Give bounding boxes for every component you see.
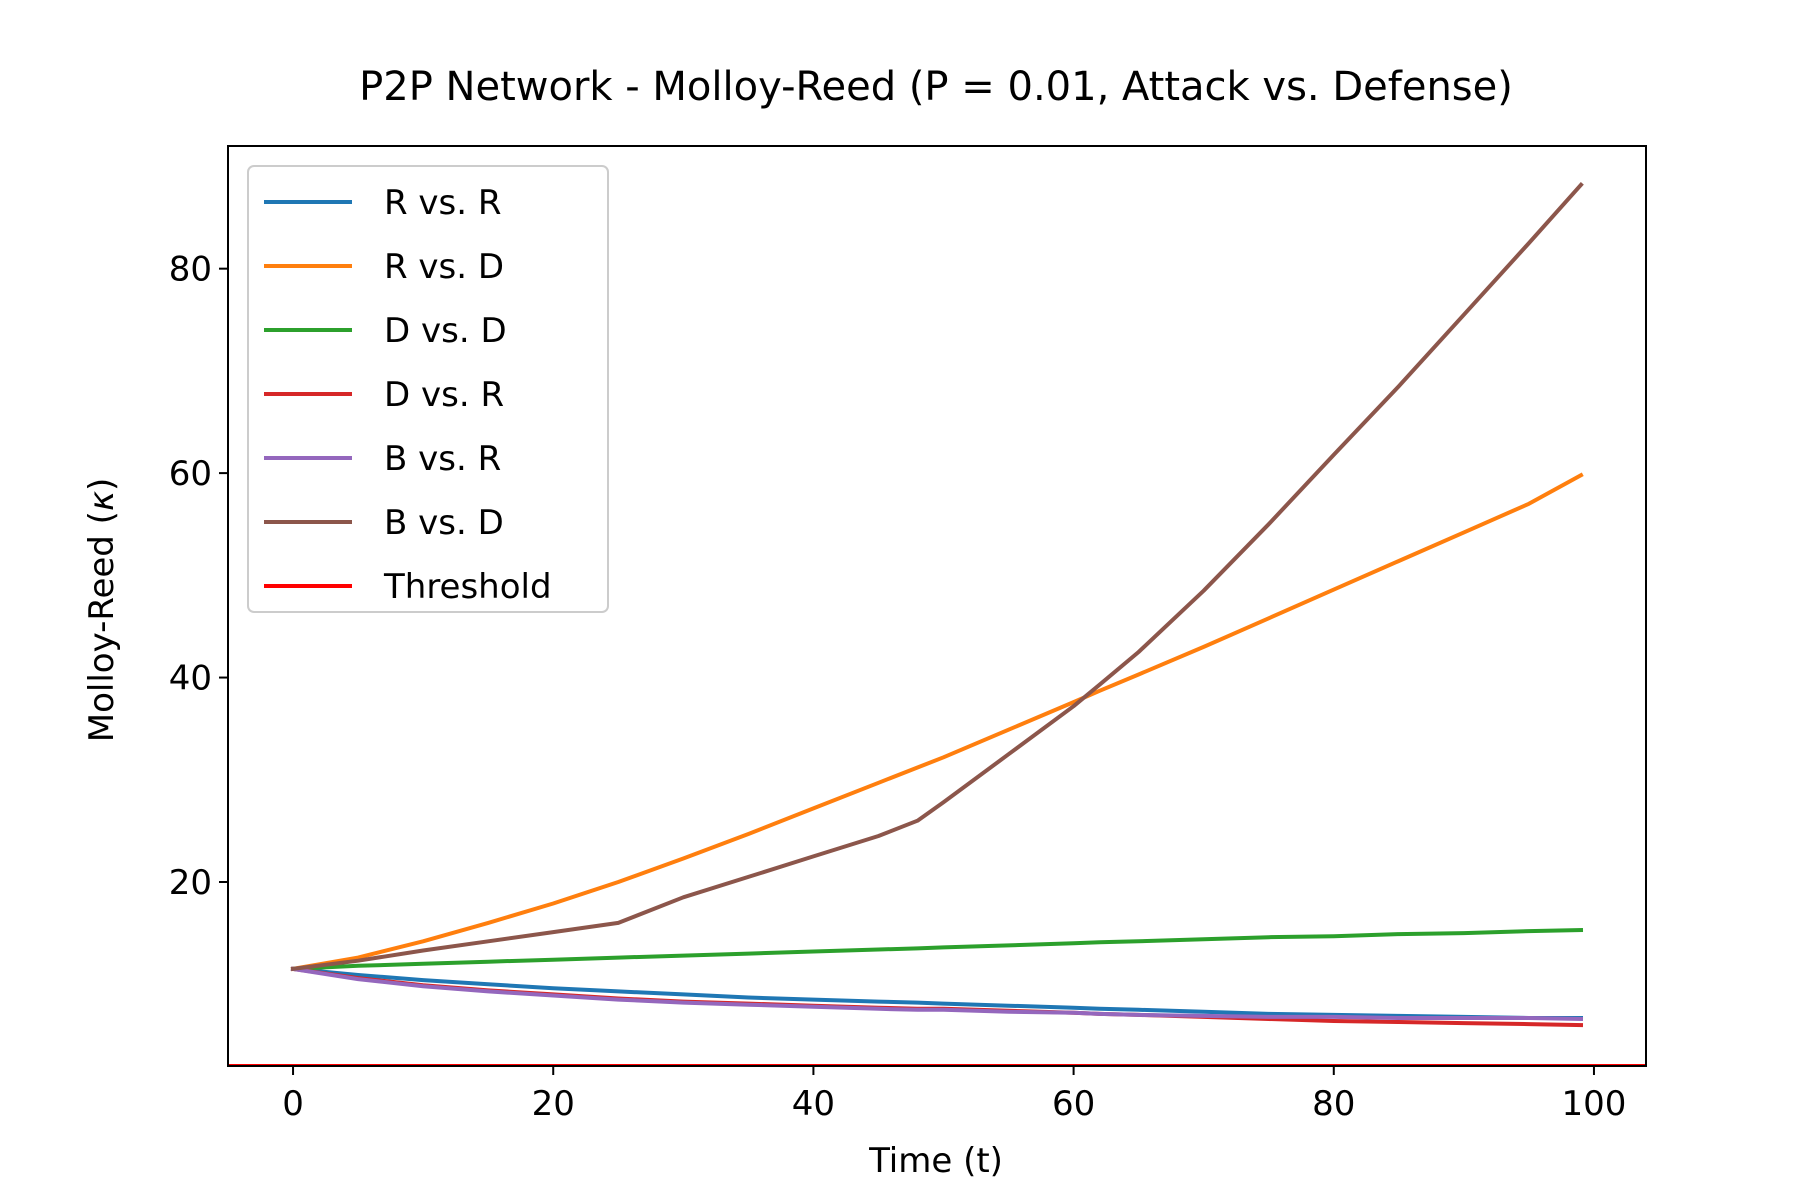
y-axis-label-suffix: ): [82, 478, 122, 491]
y-axis: 20 40 60 80: [169, 250, 228, 903]
legend: R vs. R R vs. D D vs. D D vs. R B vs. R B vs.…: [247, 165, 609, 613]
legend-label-r-vs-r: R vs. R: [384, 183, 502, 223]
series-line-r-vs-d: [290, 472, 1584, 972]
legend-label-d-vs-d: D vs. D: [384, 311, 507, 351]
legend-label-threshold: Threshold: [383, 567, 552, 607]
y-axis-label: Molloy-Reed (κ): [82, 478, 122, 743]
legend-box: [247, 165, 609, 613]
x-tick-label: 80: [1312, 1084, 1355, 1124]
y-tick-label: 20: [169, 863, 212, 903]
x-tick-label: 20: [532, 1084, 575, 1124]
x-tick-label: 100: [1562, 1084, 1627, 1124]
legend-label-r-vs-d: R vs. D: [384, 247, 504, 287]
x-axis-label: Time (t): [868, 1141, 1003, 1181]
x-tick-label: 60: [1052, 1084, 1095, 1124]
axes-frame: [227, 145, 1647, 1067]
chart-title: P2P Network - Molloy-Reed (P = 0.01, Att…: [359, 64, 1513, 110]
x-tick-label: 0: [282, 1084, 304, 1124]
series-line-b-vs-d: [290, 181, 1584, 972]
series-line-d-vs-d: [290, 927, 1584, 971]
y-axis-label-prefix: Molloy-Reed (: [82, 511, 122, 742]
y-tick-label: 80: [169, 250, 212, 290]
y-tick-label: 40: [169, 659, 212, 699]
series-line-b-vs-r: [290, 966, 1584, 1022]
y-axis-label-symbol: κ: [82, 491, 122, 511]
x-axis: 0 20 40 60 80 100: [282, 1066, 1626, 1124]
x-tick-label: 40: [792, 1084, 835, 1124]
plot-area: [228, 181, 1646, 1066]
y-tick-label: 60: [169, 454, 212, 494]
legend-label-b-vs-r: B vs. R: [384, 439, 501, 479]
series-line-r-vs-r: [290, 966, 1583, 1020]
legend-label-d-vs-r: D vs. R: [384, 375, 504, 415]
legend-label-b-vs-d: B vs. D: [384, 503, 504, 543]
